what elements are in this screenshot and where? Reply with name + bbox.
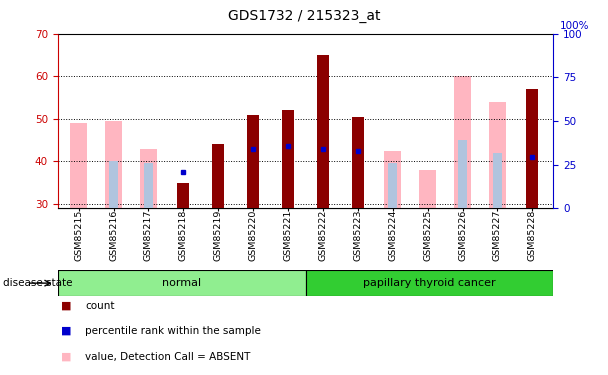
- Bar: [489, 102, 506, 208]
- Bar: [282, 110, 294, 208]
- Text: GSM85220: GSM85220: [249, 210, 258, 261]
- Bar: [58, 270, 305, 296]
- Bar: [493, 153, 502, 208]
- Bar: [144, 164, 153, 208]
- Text: GSM85221: GSM85221: [283, 210, 292, 261]
- Bar: [389, 164, 397, 208]
- Text: GSM85219: GSM85219: [214, 210, 223, 261]
- Text: ■: ■: [61, 352, 71, 362]
- Bar: [454, 76, 471, 208]
- Bar: [140, 148, 157, 208]
- Bar: [109, 161, 118, 208]
- Bar: [384, 151, 401, 208]
- Text: GSM85218: GSM85218: [179, 210, 188, 261]
- Text: disease state: disease state: [3, 278, 72, 288]
- Bar: [317, 55, 329, 208]
- Bar: [458, 140, 467, 208]
- Text: 100%: 100%: [560, 21, 590, 31]
- Text: percentile rank within the sample: percentile rank within the sample: [85, 326, 261, 336]
- Text: GSM85222: GSM85222: [319, 210, 328, 261]
- Text: ■: ■: [61, 326, 71, 336]
- Text: GSM85227: GSM85227: [493, 210, 502, 261]
- Text: GSM85225: GSM85225: [423, 210, 432, 261]
- Text: normal: normal: [162, 278, 201, 288]
- Bar: [105, 121, 122, 208]
- Bar: [247, 114, 259, 208]
- Text: value, Detection Call = ABSENT: value, Detection Call = ABSENT: [85, 352, 250, 362]
- Bar: [527, 89, 539, 208]
- Text: count: count: [85, 301, 115, 310]
- Text: GSM85223: GSM85223: [353, 210, 362, 261]
- Bar: [178, 183, 190, 208]
- Text: ■: ■: [61, 301, 71, 310]
- Bar: [305, 270, 553, 296]
- Text: GSM85224: GSM85224: [389, 210, 397, 261]
- Text: GSM85216: GSM85216: [109, 210, 118, 261]
- Bar: [352, 117, 364, 208]
- Bar: [212, 144, 224, 208]
- Text: GSM85226: GSM85226: [458, 210, 467, 261]
- Text: GSM85215: GSM85215: [74, 210, 83, 261]
- Text: GSM85217: GSM85217: [144, 210, 153, 261]
- Bar: [70, 123, 88, 208]
- Text: papillary thyroid cancer: papillary thyroid cancer: [363, 278, 496, 288]
- Text: GDS1732 / 215323_at: GDS1732 / 215323_at: [228, 9, 380, 23]
- Bar: [419, 170, 437, 208]
- Text: GSM85228: GSM85228: [528, 210, 537, 261]
